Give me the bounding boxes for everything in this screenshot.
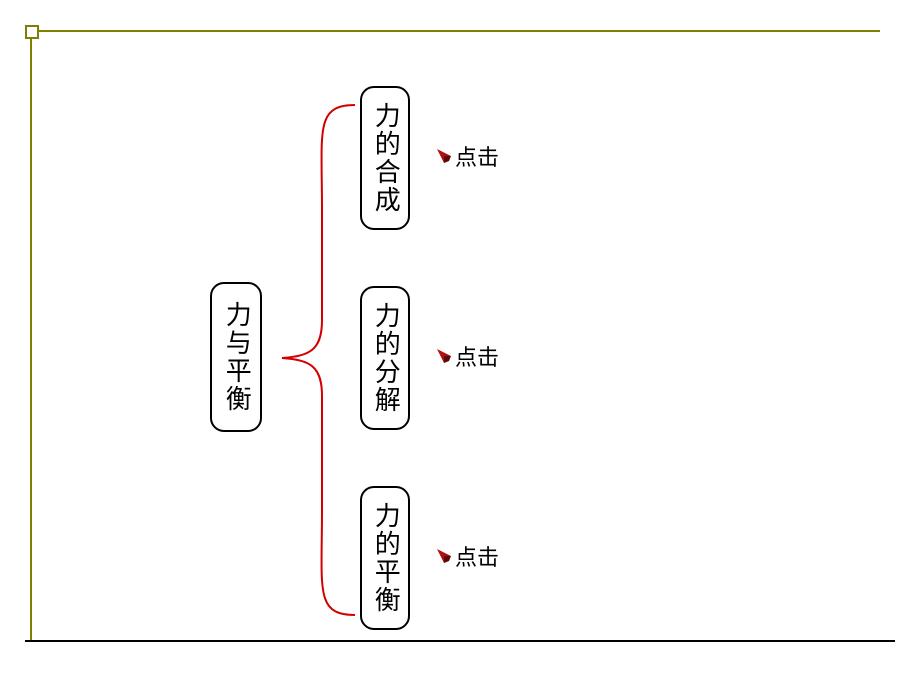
frame-left-line	[30, 37, 32, 640]
arrow-icon	[435, 347, 453, 365]
arrow-icon	[435, 547, 453, 565]
child-label-1: 力的合成	[371, 102, 400, 214]
click-button-3[interactable]: 点击	[435, 540, 499, 572]
click-text-2: 点击	[455, 340, 499, 372]
click-text-1: 点击	[455, 140, 499, 172]
curly-bracket	[270, 90, 360, 630]
frame-top-line	[37, 30, 880, 32]
click-text-3: 点击	[455, 540, 499, 572]
root-concept-box: 力与平衡	[210, 282, 262, 432]
child-box-3: 力的平衡	[360, 486, 410, 630]
child-box-1: 力的合成	[360, 86, 410, 230]
arrow-icon	[435, 147, 453, 165]
click-button-2[interactable]: 点击	[435, 340, 499, 372]
child-label-3: 力的平衡	[371, 502, 400, 614]
root-concept-label: 力与平衡	[222, 301, 251, 413]
child-box-2: 力的分解	[360, 286, 410, 430]
bottom-rule	[25, 640, 895, 642]
frame-corner-square	[25, 25, 39, 39]
click-button-1[interactable]: 点击	[435, 140, 499, 172]
child-label-2: 力的分解	[371, 302, 400, 414]
slide: 力与平衡 力的合成 点击 力的分解 点击 力的平衡 点击	[0, 0, 920, 690]
